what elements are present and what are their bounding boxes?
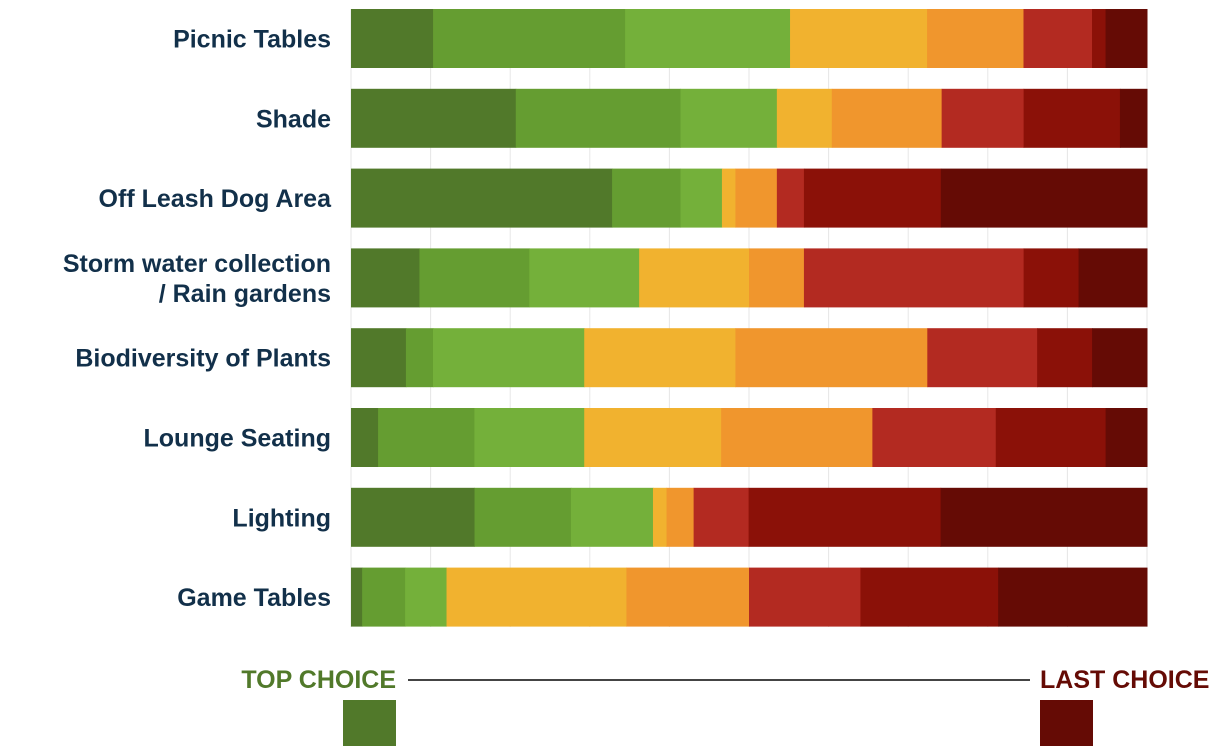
bar-segment-rank-5 <box>666 487 695 547</box>
bar-segment-rank-4 <box>584 328 736 388</box>
bar-segment-rank-5 <box>831 88 943 148</box>
bar-segment-rank-6 <box>803 248 1025 308</box>
bar-segment-rank-7 <box>1092 9 1107 68</box>
category-label: Game Tables <box>177 584 331 612</box>
bar-segment-rank-1 <box>351 168 613 228</box>
bar-segment-rank-6 <box>941 88 1025 148</box>
bar-segment-rank-4 <box>790 9 928 68</box>
bar-segment-rank-2 <box>405 328 434 388</box>
bar-segment-rank-3 <box>474 408 585 467</box>
bar-segment-rank-8 <box>940 487 1148 547</box>
category-label: Shade <box>256 105 331 133</box>
bar-segment-rank-7 <box>748 487 942 547</box>
bar-segment-rank-4 <box>652 487 668 547</box>
bar-segment-rank-5 <box>735 168 778 228</box>
bar-segment-rank-8 <box>940 168 1148 228</box>
bar-segment-rank-8 <box>1105 408 1148 467</box>
bar-segment-rank-5 <box>735 328 928 388</box>
bar-segment-rank-1 <box>351 567 363 627</box>
bar-segment-rank-2 <box>612 168 682 228</box>
category-label: Off Leash Dog Area <box>99 185 333 213</box>
bar-segment-rank-6 <box>927 328 1038 388</box>
bar-segment-rank-3 <box>680 88 778 148</box>
bar-segment-rank-1 <box>351 487 476 547</box>
bar-segment-rank-5 <box>749 248 805 308</box>
bar-segment-rank-3 <box>680 168 723 228</box>
category-label: / Rain gardens <box>159 280 331 308</box>
bar-segment-rank-2 <box>474 487 572 547</box>
legend-top-choice-label: TOP CHOICE <box>241 666 396 694</box>
bar-segment-rank-8 <box>1105 9 1148 68</box>
bar-segment-rank-5 <box>927 9 1024 68</box>
category-label: Storm water collection <box>63 250 331 278</box>
bar-segment-rank-8 <box>1092 328 1148 388</box>
bar-segment-rank-8 <box>1078 248 1148 308</box>
bar-segment-rank-7 <box>803 168 942 228</box>
bar-segment-rank-2 <box>515 88 682 148</box>
bar-segment-rank-7 <box>1023 248 1080 308</box>
bar-segment-rank-3 <box>432 328 585 388</box>
bar-segment-rank-7 <box>995 408 1107 467</box>
category-label: Picnic Tables <box>173 26 331 54</box>
bar-segment-rank-8 <box>998 567 1148 627</box>
bar-segment-rank-6 <box>1023 9 1093 68</box>
bar-segment-rank-1 <box>351 328 407 388</box>
bar-segment-rank-4 <box>721 168 736 228</box>
bar-segment-rank-7 <box>860 567 999 627</box>
bar-segment-rank-2 <box>433 9 626 68</box>
bar-segment-rank-2 <box>419 248 530 308</box>
bar-segment-rank-4 <box>584 408 722 467</box>
legend-last-choice-swatch <box>1040 700 1093 746</box>
bar-segment-rank-4 <box>776 88 833 148</box>
bar-segment-rank-6 <box>776 168 805 228</box>
bar-segment-rank-6 <box>693 487 750 547</box>
legend: TOP CHOICE LAST CHOICE <box>241 666 1209 746</box>
bar-segment-rank-4 <box>639 248 750 308</box>
bar-segment-rank-3 <box>625 9 791 68</box>
bar-segment-rank-6 <box>872 408 997 467</box>
bar-segment-rank-4 <box>446 567 627 627</box>
bar-segment-rank-3 <box>405 567 448 627</box>
bar-segment-rank-5 <box>721 408 873 467</box>
bar-segment-rank-1 <box>351 408 379 467</box>
bar-segment-rank-6 <box>749 567 861 627</box>
bar-segment-rank-8 <box>1119 88 1148 148</box>
category-label: Lighting <box>232 504 331 532</box>
category-labels: Picnic Tables Shade Off Leash Dog Area Stor… <box>63 26 332 613</box>
bar-segment-rank-1 <box>351 9 434 68</box>
bar-segment-rank-2 <box>362 567 406 627</box>
bar-segment-rank-5 <box>626 567 750 627</box>
bar-segment-rank-7 <box>1023 88 1121 148</box>
bar-segment-rank-1 <box>351 88 517 148</box>
legend-last-choice-label: LAST CHOICE <box>1040 666 1209 694</box>
bar-segment-rank-1 <box>351 248 420 308</box>
bar-segment-rank-3 <box>529 248 640 308</box>
category-label: Biodiversity of Plants <box>75 345 331 373</box>
bar-segment-rank-7 <box>1037 328 1093 388</box>
legend-top-choice-swatch <box>343 700 396 746</box>
bar-segment-rank-3 <box>570 487 654 547</box>
bar-segment-rank-2 <box>378 408 475 467</box>
bars <box>351 9 1148 627</box>
category-label: Lounge Seating <box>144 425 332 453</box>
